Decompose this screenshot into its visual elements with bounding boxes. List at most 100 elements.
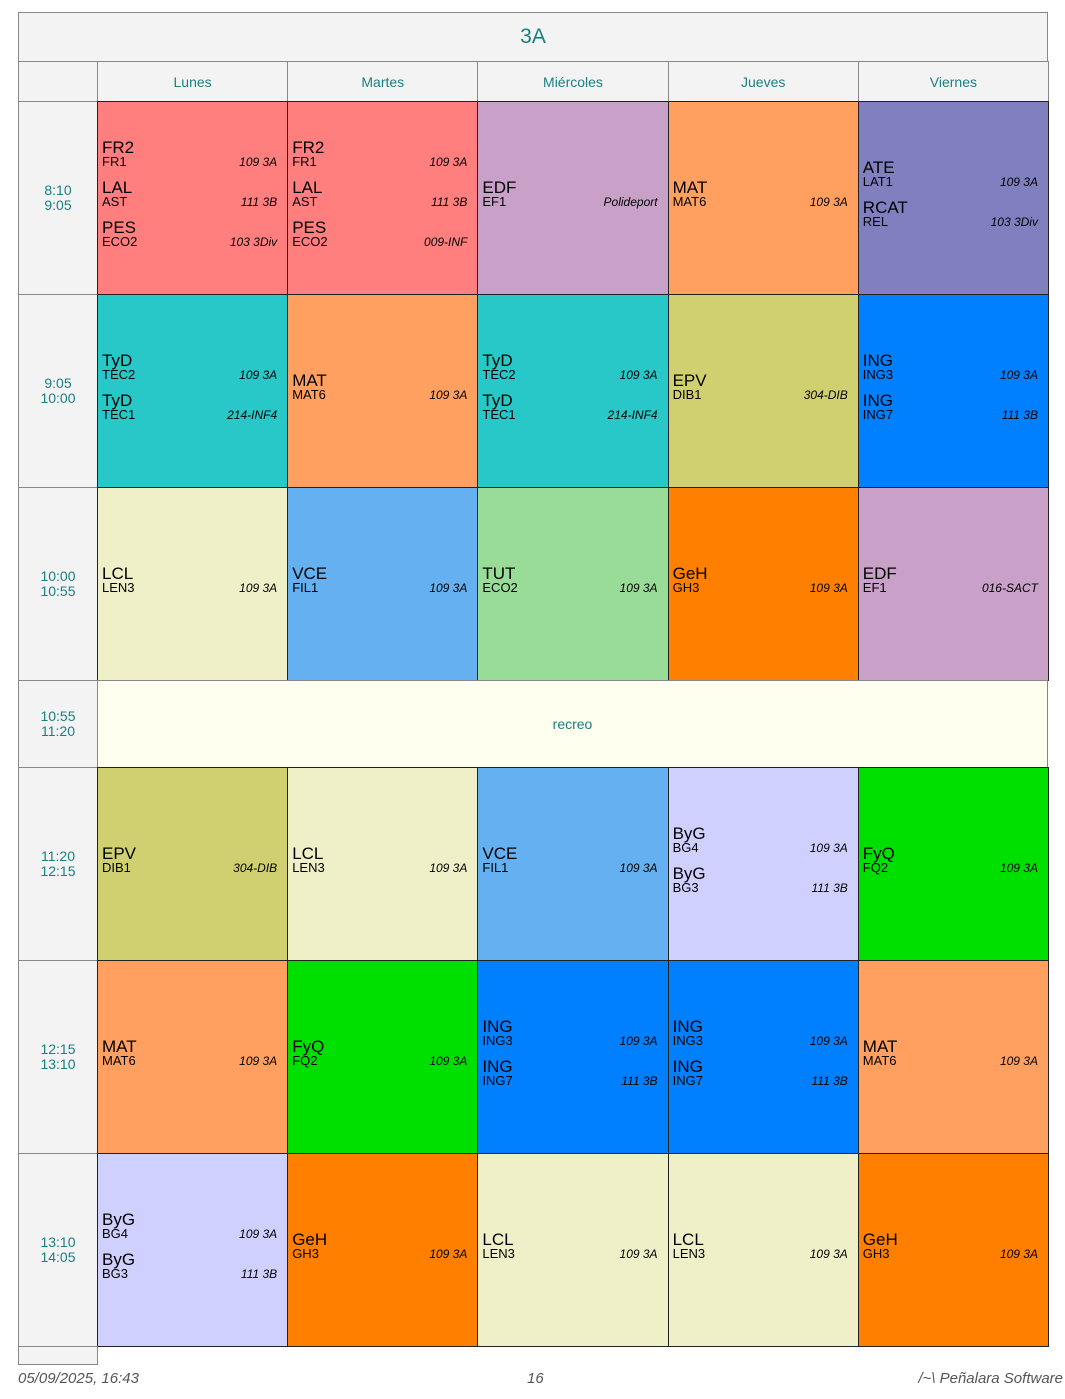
subject: TyD <box>102 351 133 370</box>
subject: ING <box>862 391 894 410</box>
group: TEC2 <box>482 367 516 382</box>
class-cell: TUT ECO2 109 3A <box>477 487 669 681</box>
time: 9:05 <box>44 197 72 213</box>
subject: TyD <box>102 391 133 410</box>
corner <box>18 61 98 102</box>
class-cell: TyD TEC2 109 3A TyD TEC1 214-INF4 <box>477 294 669 488</box>
room: 016-SACT <box>981 581 1038 595</box>
entry-line: MAT6 109 3A <box>292 385 467 405</box>
room: 109 3A <box>619 1247 658 1261</box>
room: 109 3A <box>619 581 658 595</box>
entry-line: EF1 016-SACT <box>863 578 1038 598</box>
entry-line: BG3 111 3B <box>673 878 848 898</box>
room: 109 3A <box>809 195 848 209</box>
room: 109 3A <box>809 581 848 595</box>
class-cell: ING ING3 109 3A ING ING7 111 3B <box>857 294 1049 488</box>
footer-software: /~\ Peñalara Software <box>918 1370 1063 1387</box>
room: 111 3B <box>621 1074 658 1088</box>
group: AST <box>292 194 318 209</box>
subject: MAT <box>292 371 327 390</box>
entry-line: BG4 109 3A <box>673 838 848 858</box>
group: ING7 <box>482 1073 513 1088</box>
class-cell: MAT MAT6 109 3A <box>97 960 289 1154</box>
subject: ByG <box>672 864 706 883</box>
entry-line: ECO2 103 3Div <box>102 232 277 252</box>
entry-line: FIL1 109 3A <box>482 858 657 878</box>
entry-line: FQ2 109 3A <box>863 858 1038 878</box>
day-header: Miércoles <box>477 61 669 102</box>
entry-line: LEN3 109 3A <box>673 1244 848 1264</box>
subject: MAT <box>862 1037 898 1056</box>
subject: ByG <box>102 1210 136 1229</box>
room: 109 3A <box>429 581 468 595</box>
group: EF1 <box>482 194 507 209</box>
time: 12:15 <box>40 1041 76 1057</box>
subject: ByG <box>672 824 706 843</box>
room: 103 3Div <box>229 235 278 249</box>
class-cell: FR2 FR1 109 3A LAL AST 111 3B PES ECO2 009-INF <box>287 101 479 295</box>
group: LAT1 <box>862 174 893 189</box>
class-cell: GeH GH3 109 3A <box>857 1153 1049 1347</box>
group: ECO2 <box>102 234 138 249</box>
subject: LCL <box>102 564 134 583</box>
subject: ING <box>672 1017 703 1036</box>
entry-line: TEC1 214-INF4 <box>102 405 277 425</box>
subject: TyD <box>482 391 513 410</box>
entry-line: DIB1 304-DIB <box>102 858 277 878</box>
entry-line: TEC2 109 3A <box>482 365 657 385</box>
group: TEC1 <box>102 407 136 422</box>
time-cell: 8:10 9:05 <box>18 101 98 295</box>
class-cell: FyQ FQ2 109 3A <box>857 767 1049 961</box>
subject: VCE <box>292 564 328 583</box>
entry-line: ING7 111 3B <box>482 1071 657 1091</box>
class-cell: ByG BG4 109 3A ByG BG3 111 3B <box>667 767 859 961</box>
subject: ATE <box>862 158 895 177</box>
entry-line: AST 111 3B <box>292 192 467 212</box>
group: ING7 <box>862 407 894 422</box>
subject: LAL <box>102 178 133 197</box>
subject: LAL <box>292 178 323 197</box>
subject: GeH <box>292 1230 328 1249</box>
group: LEN3 <box>102 580 135 595</box>
group: BG3 <box>102 1266 129 1281</box>
bottom-cell <box>18 1346 98 1365</box>
group: AST <box>102 194 128 209</box>
room: 109 3A <box>429 1247 468 1261</box>
subject: TyD <box>482 351 513 370</box>
subject: TUT <box>482 564 516 583</box>
group: FIL1 <box>482 860 509 875</box>
group: FR1 <box>292 154 317 169</box>
time-cell: 11:20 12:15 <box>18 767 98 961</box>
time: 11:20 <box>41 723 75 739</box>
subject: RCAT <box>862 198 908 217</box>
group: DIB1 <box>102 860 131 875</box>
room: 109 3A <box>809 841 848 855</box>
subject: ING <box>482 1017 513 1036</box>
break: recreo <box>97 680 1048 768</box>
room: 109 3A <box>999 1247 1038 1261</box>
subject: MAT <box>102 1037 137 1056</box>
group: FQ2 <box>862 860 889 875</box>
entry-line: EF1 Polideport <box>482 192 657 212</box>
room: 109 3A <box>999 368 1038 382</box>
time-cell: 10:55 11:20 <box>18 680 98 768</box>
subject: EPV <box>102 844 137 863</box>
class-cell: LCL LEN3 109 3A <box>667 1153 859 1347</box>
group: ECO2 <box>292 234 328 249</box>
time: 14:05 <box>40 1249 76 1265</box>
group: BG4 <box>672 840 699 855</box>
room: 109 3A <box>619 861 658 875</box>
group: EF1 <box>862 580 887 595</box>
entry-line: FR1 109 3A <box>102 152 277 172</box>
room: 103 3Div <box>990 215 1038 229</box>
class-cell: LCL LEN3 109 3A <box>287 767 479 961</box>
class-cell: TyD TEC2 109 3A TyD TEC1 214-INF4 <box>97 294 289 488</box>
group: REL <box>862 214 889 229</box>
group: DIB1 <box>672 387 702 402</box>
entry-line: LAT1 109 3A <box>863 172 1038 192</box>
room: 109 3A <box>429 388 468 402</box>
entry-line: LEN3 109 3A <box>482 1244 657 1264</box>
time: 13:10 <box>40 1056 76 1072</box>
entry-line: GH3 109 3A <box>292 1244 467 1264</box>
room: 214-INF4 <box>607 408 658 422</box>
